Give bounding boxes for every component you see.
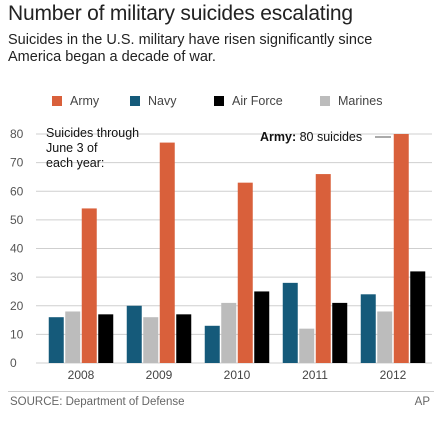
bar-navy-2009: [126, 305, 142, 363]
y-axis-ticks: 0 10 20 30 40 50 60 70 80: [10, 127, 24, 370]
x-tick-2011: 2011: [302, 368, 328, 382]
bar-army-2012: [393, 134, 409, 363]
bar-air-force-2010: [254, 291, 270, 363]
bar-air-force-2012: [410, 271, 426, 363]
note-line-1: Suicides through: [46, 126, 139, 140]
legend-item-army: Army: [52, 93, 99, 109]
legend-swatch-army: [52, 96, 62, 106]
footer-rule: [8, 391, 434, 392]
bars: [48, 134, 426, 363]
bar-navy-2011: [282, 282, 298, 363]
credit-text: AP: [414, 396, 430, 408]
army-callout-rest: 80 suicides: [296, 130, 362, 144]
legend-label-marines: Marines: [338, 94, 383, 108]
bar-marines-2009: [143, 317, 159, 363]
army-callout-bold: Army:: [260, 130, 296, 144]
bar-marines-2011: [299, 328, 315, 363]
y-tick-60: 60: [10, 184, 24, 198]
bar-air-force-2008: [98, 314, 114, 363]
y-tick-10: 10: [10, 327, 24, 341]
legend: Army Navy Air Force Marines: [52, 93, 432, 109]
bar-air-force-2011: [332, 302, 348, 363]
bar-navy-2010: [204, 325, 220, 363]
bar-army-2008: [81, 208, 97, 363]
army-callout: Army: 80 suicides: [260, 130, 391, 144]
bar-army-2011: [315, 174, 331, 363]
legend-label-air-force: Air Force: [232, 94, 283, 108]
y-tick-0: 0: [10, 356, 17, 370]
bar-marines-2010: [221, 302, 237, 363]
x-axis-ticks: 2008 2009 2010 2011 2012: [68, 368, 407, 382]
bar-air-force-2009: [176, 314, 192, 363]
y-tick-70: 70: [10, 156, 24, 170]
legend-label-navy: Navy: [148, 94, 177, 108]
legend-item-navy: Navy: [130, 93, 176, 109]
x-tick-2010: 2010: [224, 368, 251, 382]
y-tick-80: 80: [10, 127, 24, 141]
note-line-2: June 3 of: [46, 141, 98, 155]
bar-army-2009: [159, 142, 175, 363]
note-line-3: each year:: [46, 156, 104, 170]
legend-swatch-air-force: [214, 96, 224, 106]
y-tick-40: 40: [10, 242, 24, 256]
x-tick-2012: 2012: [380, 368, 407, 382]
legend-swatch-navy: [130, 96, 140, 106]
legend-item-air-force: Air Force: [214, 93, 283, 109]
bar-marines-2012: [377, 311, 393, 363]
y-tick-20: 20: [10, 299, 24, 313]
x-tick-2008: 2008: [68, 368, 95, 382]
bar-navy-2008: [48, 317, 64, 363]
x-tick-2009: 2009: [146, 368, 173, 382]
bar-marines-2008: [65, 311, 81, 363]
army-callout-text: Army: 80 suicides: [260, 130, 362, 144]
y-tick-30: 30: [10, 270, 24, 284]
chart-subtitle: Suicides in the U.S. military have risen…: [8, 32, 373, 65]
source-text: SOURCE: Department of Defense: [10, 396, 185, 408]
note-annotation: Suicides through June 3 of each year:: [46, 126, 139, 170]
chart-title: Number of military suicides escalating: [8, 2, 353, 25]
legend-swatch-marines: [320, 96, 330, 106]
bar-navy-2012: [360, 294, 376, 363]
legend-item-marines: Marines: [320, 93, 382, 109]
y-tick-50: 50: [10, 213, 24, 227]
bar-army-2010: [237, 182, 253, 363]
legend-label-army: Army: [70, 94, 100, 108]
